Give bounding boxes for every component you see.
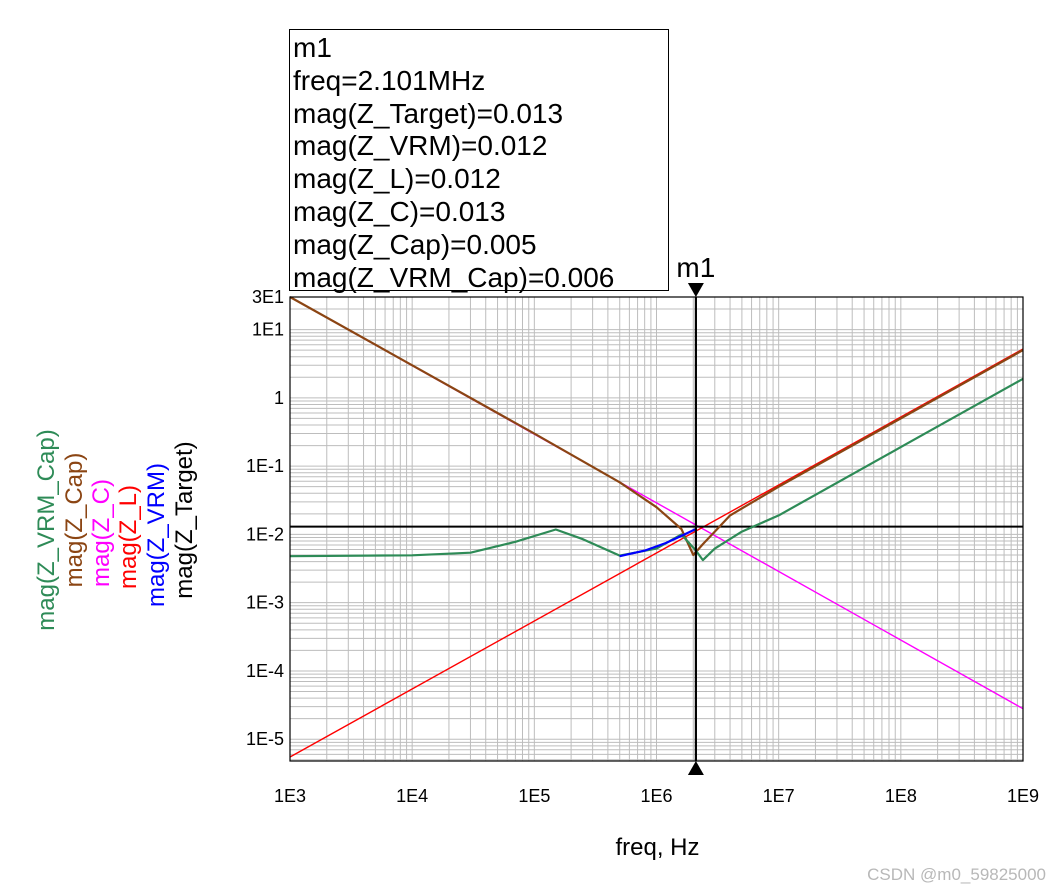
x-tick-label: 1E8	[885, 786, 917, 806]
y-tick-label: 1E-3	[246, 593, 284, 613]
marker-line: mag(Z_C)=0.013	[293, 195, 506, 227]
marker-bottom-triangle	[687, 761, 704, 775]
tick-labels: 1E3 1E4 1E5 1E6 1E7 1E8 1E9 3E1 1E1 1 1E-1 1E-2 1E-3…	[246, 287, 1039, 806]
y-tick-label: 1E-4	[246, 661, 284, 681]
marker-line: mag(Z_VRM_Cap)=0.006	[293, 261, 615, 293]
y-tick-label: 1E-1	[246, 456, 284, 476]
marker-line: freq=2.101MHz	[293, 64, 486, 96]
x-tick-label: 1E7	[763, 786, 795, 806]
marker-readout-box[interactable]: m1 freq=2.101MHz mag(Z_Target)=0.013 mag…	[289, 29, 669, 293]
plot-curves	[289, 296, 1024, 758]
series-line	[619, 528, 697, 558]
legend-entry: mag(Z_VRM)	[143, 463, 170, 607]
x-tick-label: 1E5	[518, 786, 550, 806]
y-tick-label: 1E-2	[246, 524, 284, 544]
watermark: CSDN @m0_59825000	[867, 865, 1046, 884]
x-axis-label: freq, Hz	[615, 834, 699, 861]
series-line	[289, 348, 1024, 758]
y-tick-label: 1	[274, 388, 284, 408]
plot-frame	[289, 296, 1024, 762]
marker-line: mag(Z_Target)=0.013	[293, 97, 564, 129]
series-line	[289, 296, 1024, 557]
y-tick-label: 1E1	[252, 320, 284, 340]
legend-entry: mag(Z_VRM_Cap)	[33, 429, 60, 630]
x-tick-label: 1E9	[1007, 786, 1039, 806]
legend-entry: mag(Z_C)	[88, 479, 115, 587]
legend-entry: mag(Z_Cap)	[61, 453, 88, 588]
y-tick-label: 1E-5	[246, 729, 284, 749]
marker-line: mag(Z_Cap)=0.005	[293, 228, 537, 260]
x-tick-label: 1E4	[396, 786, 428, 806]
marker-m1[interactable]: m1	[676, 252, 715, 775]
plot-grid	[289, 296, 1023, 761]
y-tick-label: 3E1	[252, 287, 284, 307]
y-axis-legend: mag(Z_VRM_Cap) mag(Z_Cap) mag(Z_C) mag(Z_L)…	[33, 429, 198, 630]
marker-top-triangle	[687, 283, 704, 297]
x-tick-label: 1E6	[640, 786, 672, 806]
legend-entry: mag(Z_Target)	[171, 441, 198, 598]
marker-line: mag(Z_VRM)=0.012	[293, 130, 548, 162]
legend-entry: mag(Z_L)	[115, 485, 142, 589]
x-tick-label: 1E3	[274, 786, 306, 806]
marker-line: m1	[293, 32, 332, 63]
marker-line: mag(Z_L)=0.012	[293, 163, 501, 195]
marker-label: m1	[676, 252, 715, 283]
